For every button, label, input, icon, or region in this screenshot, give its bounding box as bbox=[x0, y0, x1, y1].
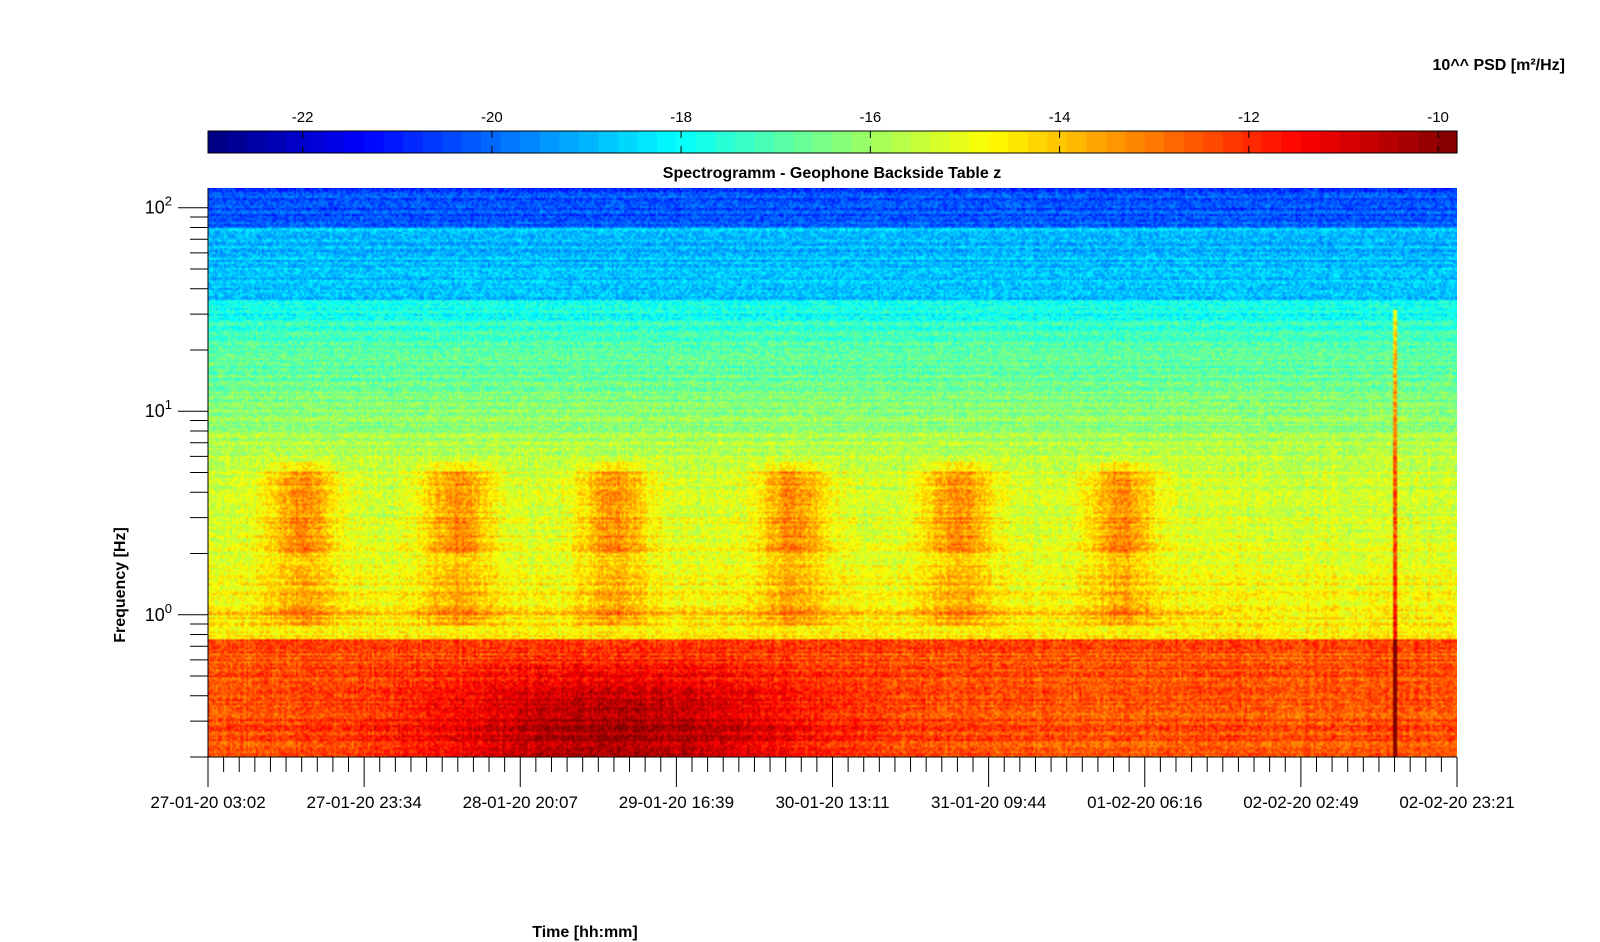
colorbar-color-cell bbox=[461, 131, 482, 153]
colorbar-tick-label: -12 bbox=[1238, 109, 1260, 126]
colorbar-color-cell bbox=[695, 131, 717, 153]
colorbar-color-cell bbox=[1164, 131, 1185, 153]
colorbar-color-cell bbox=[617, 131, 638, 153]
colorbar-color-cell bbox=[1144, 131, 1165, 153]
colorbar-tick-label: -14 bbox=[1049, 109, 1071, 126]
colorbar-label: 10^^ PSD [m²/Hz] bbox=[1433, 57, 1565, 74]
colorbar-color-cell bbox=[734, 131, 756, 153]
colorbar-tick-label: -16 bbox=[860, 109, 882, 126]
colorbar-color-cell bbox=[208, 131, 229, 153]
colorbar-color-cell bbox=[1339, 131, 1361, 153]
colorbar-color-cell bbox=[1125, 131, 1146, 153]
y-axis: 100 101 102 bbox=[145, 188, 209, 758]
colorbar-color-cell bbox=[852, 131, 873, 153]
x-tick-label: 29-01-20 16:39 bbox=[619, 793, 734, 812]
colorbar-color-cell bbox=[637, 131, 658, 153]
colorbar-color-cell bbox=[383, 131, 404, 153]
colorbar-color-cell bbox=[832, 131, 853, 153]
x-tick-label: 27-01-20 23:34 bbox=[306, 793, 421, 812]
colorbar-color-cell bbox=[1047, 131, 1068, 153]
colorbar-color-cell bbox=[949, 131, 970, 153]
x-tick-label: 02-02-20 23:21 bbox=[1399, 793, 1514, 812]
spectrogram-heatmap bbox=[208, 188, 1457, 757]
colorbar-color-cell bbox=[578, 131, 599, 153]
colorbar-color-cell bbox=[891, 131, 912, 153]
colorbar-color-cell bbox=[656, 131, 677, 153]
y-axis-label: Frequency [Hz] bbox=[112, 527, 129, 643]
colorbar-color-cell bbox=[325, 131, 346, 153]
colorbar-color-cell bbox=[812, 131, 834, 153]
colorbar-color-cell bbox=[773, 131, 795, 153]
colorbar-color-cell bbox=[910, 131, 931, 153]
colorbar-color-cell bbox=[1183, 131, 1204, 153]
colorbar-color-cell bbox=[539, 131, 560, 153]
colorbar-color-cell bbox=[754, 131, 775, 153]
colorbar-color-cell bbox=[969, 131, 990, 153]
colorbar-color-cell bbox=[1203, 131, 1224, 153]
colorbar-color-cell bbox=[344, 131, 365, 153]
colorbar-tick-label: -18 bbox=[670, 109, 692, 126]
colorbar-color-cell bbox=[1008, 131, 1029, 153]
colorbar-tick-label: -20 bbox=[481, 109, 503, 126]
colorbar-color-cell bbox=[1222, 131, 1243, 153]
colorbar-color-cell bbox=[598, 131, 619, 153]
colorbar-tick-label: -10 bbox=[1427, 109, 1449, 126]
colorbar-color-cell bbox=[500, 131, 521, 153]
colorbar-tick-labels: -22 -20 -18 -16 -14 -12 -10 bbox=[292, 109, 1449, 126]
colorbar-frame bbox=[207, 130, 1458, 154]
colorbar-color-cell bbox=[1242, 131, 1263, 153]
colorbar-color-cell bbox=[1398, 131, 1419, 153]
colorbar-color-cell bbox=[227, 131, 248, 153]
colorbar-color-cell bbox=[1086, 131, 1107, 153]
colorbar-color-cell bbox=[1261, 131, 1282, 153]
colorbar-color-cell bbox=[520, 131, 541, 153]
x-tick-label: 31-01-20 09:44 bbox=[931, 793, 1046, 812]
colorbar-color-cell bbox=[1378, 131, 1400, 153]
colorbar-color-cell bbox=[442, 131, 463, 153]
colorbar-color-cell bbox=[676, 131, 697, 153]
y-tick-label: 100 bbox=[145, 601, 172, 625]
colorbar-color-cell bbox=[1281, 131, 1302, 153]
colorbar-color-cell bbox=[247, 131, 268, 153]
colorbar-color-cell bbox=[1359, 131, 1380, 153]
spectrogram-plot-area bbox=[208, 188, 1457, 757]
colorbar-color-cell bbox=[422, 131, 443, 153]
y-tick-label: 101 bbox=[145, 397, 172, 421]
colorbar-color-cell bbox=[988, 131, 1009, 153]
colorbar-color-cell bbox=[364, 131, 385, 153]
colorbar-color-cell bbox=[1105, 131, 1126, 153]
colorbar-color-cell bbox=[1300, 131, 1321, 153]
x-tick-label: 02-02-20 02:49 bbox=[1243, 793, 1358, 812]
colorbar-color-cell bbox=[266, 131, 287, 153]
x-tick-label: 01-02-20 06:16 bbox=[1087, 793, 1202, 812]
x-tick-label: 27-01-20 03:02 bbox=[150, 793, 265, 812]
x-axis: 27-01-20 03:02 27-01-20 23:34 28-01-20 20:… bbox=[150, 756, 1515, 812]
colorbar bbox=[207, 130, 1458, 154]
colorbar-color-cell bbox=[305, 131, 326, 153]
x-tick-label: 28-01-20 20:07 bbox=[463, 793, 578, 812]
y-tick-label: 102 bbox=[145, 194, 172, 218]
colorbar-color-cell bbox=[1437, 131, 1458, 153]
colorbar-color-cell bbox=[1417, 131, 1439, 153]
colorbar-color-cell bbox=[403, 131, 424, 153]
colorbar-color-cell bbox=[715, 131, 736, 153]
x-tick-label: 30-01-20 13:11 bbox=[775, 793, 889, 812]
colorbar-color-cell bbox=[559, 131, 580, 153]
colorbar-color-cell bbox=[1320, 131, 1341, 153]
colorbar-color-cell bbox=[930, 131, 951, 153]
colorbar-color-cell bbox=[481, 131, 502, 153]
colorbar-color-cell bbox=[1027, 131, 1048, 153]
x-axis-label: Time [hh:mm] bbox=[532, 924, 637, 941]
chart-title: Spectrogramm - Geophone Backside Table z bbox=[663, 165, 1001, 182]
colorbar-tick-label: -22 bbox=[292, 109, 314, 126]
colorbar-color-cell bbox=[871, 131, 892, 153]
colorbar-color-cell bbox=[1066, 131, 1087, 153]
colorbar-color-cell bbox=[286, 131, 307, 153]
colorbar-color-cell bbox=[793, 131, 814, 153]
